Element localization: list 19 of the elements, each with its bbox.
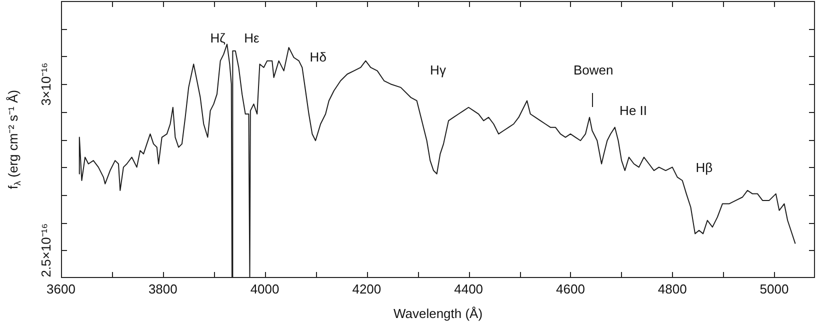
y-tick-label: 2.5×10⁻¹⁶ [38, 223, 54, 278]
x-tick-label: 5000 [760, 281, 789, 296]
x-tick-label: 4400 [454, 281, 484, 296]
annotation: Hζ [210, 30, 226, 46]
x-tick-label: 4000 [250, 281, 280, 296]
x-tick-label: 3800 [148, 281, 178, 296]
x-tick-label: 3600 [46, 281, 76, 296]
x-axis-title: Wavelength (Å) [393, 306, 483, 321]
annotation: Hε [244, 30, 260, 46]
annotation: He II [620, 103, 648, 118]
y-axis-title: fλ (erg cm⁻² s⁻¹ Å) [6, 90, 22, 190]
annotation: Hδ [310, 49, 326, 64]
x-tick-label: 4800 [658, 281, 687, 296]
annotation: Hβ [696, 160, 713, 175]
x-tick-label: 4600 [556, 281, 585, 296]
y-tick-label: 3×10⁻¹⁶ [38, 62, 54, 106]
annotation: Bowen [573, 62, 614, 78]
annotation: Hγ [430, 62, 446, 78]
x-tick-label: 4200 [352, 281, 382, 296]
